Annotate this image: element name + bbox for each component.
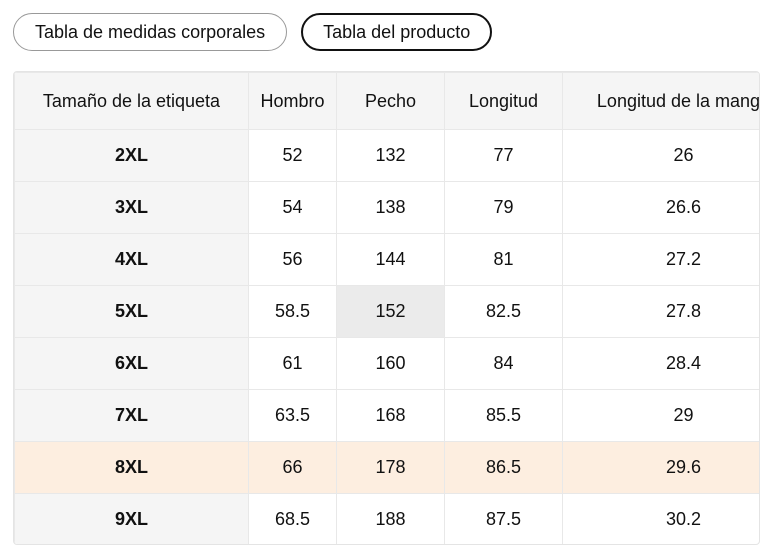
measure-cell: 27.2: [562, 233, 759, 286]
measure-cell: 86.5: [444, 441, 563, 494]
table-row: 9XL 68.5 188 87.5 30.2: [14, 493, 759, 544]
table-row: 8XL 66 178 86.5 29.6: [14, 441, 759, 494]
table-row: 7XL 63.5 168 85.5 29: [14, 389, 759, 442]
measure-cell: 29: [562, 389, 759, 442]
table-row: 3XL 54 138 79 26.6: [14, 181, 759, 234]
tab[interactable]: Tabla de medidas corporales: [13, 13, 288, 51]
table-row: 6XL 61 160 84 28.4: [14, 337, 759, 390]
tab-active[interactable]: Tabla del producto: [301, 13, 493, 51]
measure-cell: 144: [336, 233, 445, 286]
measure-cell: 87.5: [444, 493, 563, 544]
measure-cell: 28.4: [562, 337, 759, 390]
measure-cell: 85.5: [444, 389, 563, 442]
measure-cell: 56: [248, 233, 337, 286]
size-label: 3XL: [14, 181, 249, 234]
measure-cell: 152: [336, 285, 445, 338]
measure-cell: 160: [336, 337, 445, 390]
measure-cell: 138: [336, 181, 445, 234]
size-label: 2XL: [14, 129, 249, 182]
measure-cell: 168: [336, 389, 445, 442]
measure-cell: 27.8: [562, 285, 759, 338]
measure-cell: 81: [444, 233, 563, 286]
measure-cell: 132: [336, 129, 445, 182]
table-row: 2XL 52 132 77 26: [14, 129, 759, 182]
measure-cell: 77: [444, 129, 563, 182]
header-cell: Longitud: [444, 72, 563, 130]
measure-cell: 82.5: [444, 285, 563, 338]
size-label: 5XL: [14, 285, 249, 338]
measure-cell: 63.5: [248, 389, 337, 442]
measure-cell: 68.5: [248, 493, 337, 544]
measure-cell: 52: [248, 129, 337, 182]
measure-cell: 54: [248, 181, 337, 234]
measure-cell: 84: [444, 337, 563, 390]
table-container: Tamaño de la etiqueta Hombro Pecho Longitud…: [13, 71, 760, 545]
measure-cell: 58.5: [248, 285, 337, 338]
header-cell: Pecho: [336, 72, 445, 130]
tab-bar: Tabla de medidas corporales Tabla del pr…: [13, 13, 493, 51]
header-cell: Longitud de la manga: [562, 72, 759, 130]
header-cell: Tamaño de la etiqueta: [14, 72, 249, 130]
measure-cell: 79: [444, 181, 563, 234]
size-label: 4XL: [14, 233, 249, 286]
size-label: 9XL: [14, 493, 249, 544]
measure-cell: 29.6: [562, 441, 759, 494]
measure-cell: 30.2: [562, 493, 759, 544]
measure-cell: 178: [336, 441, 445, 494]
table-row: 4XL 56 144 81 27.2: [14, 233, 759, 286]
measure-cell: 61: [248, 337, 337, 390]
table-row: 5XL 58.5 152 82.5 27.8: [14, 285, 759, 338]
header-row: Tamaño de la etiqueta Hombro Pecho Longitud…: [14, 72, 759, 130]
size-label: 6XL: [14, 337, 249, 390]
measure-cell: 26: [562, 129, 759, 182]
measure-cell: 188: [336, 493, 445, 544]
measure-cell: 26.6: [562, 181, 759, 234]
size-label: 8XL: [14, 441, 249, 494]
size-label: 7XL: [14, 389, 249, 442]
header-cell: Hombro: [248, 72, 337, 130]
size-table: Tamaño de la etiqueta Hombro Pecho Longitud…: [14, 72, 759, 544]
measure-cell: 66: [248, 441, 337, 494]
